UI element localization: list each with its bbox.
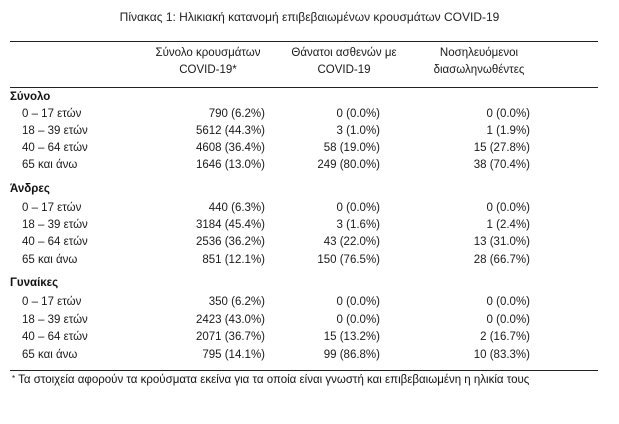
cell-cases: 851 (12.1%) xyxy=(202,254,265,266)
cell-cases: 2423 (43.0%) xyxy=(195,314,265,326)
table-row: 18 – 39 ετών 3184 (45.4%) 3 (1.6%) 1 (2.… xyxy=(0,219,619,235)
footnote: * Τα στοιχεία αφορούν τα κρούσματα εκείνα… xyxy=(12,374,529,386)
cell-intubated: 0 (0.0%) xyxy=(486,108,530,120)
cell-intubated: 1 (2.4%) xyxy=(486,219,530,231)
cell-cases: 2536 (36.2%) xyxy=(195,236,265,248)
section-heading-total: Σύνολο xyxy=(10,91,51,103)
row-label: 0 – 17 ετών xyxy=(22,202,82,214)
cell-intubated: 0 (0.0%) xyxy=(486,296,530,308)
table-title: Πίνακας 1: Ηλικιακή κατανομή επιβεβαιωμέ… xyxy=(119,10,500,24)
row-label: 40 – 64 ετών xyxy=(22,331,88,343)
cell-cases: 350 (6.2%) xyxy=(208,296,265,308)
cell-deaths: 0 (0.0%) xyxy=(336,108,380,120)
row-label: 18 – 39 ετών xyxy=(22,314,88,326)
header-intubated-line1: Νοσηλευόμενοι xyxy=(439,47,519,59)
cell-deaths: 15 (13.2%) xyxy=(323,331,380,343)
footnote-mark: * xyxy=(12,374,16,383)
row-label: 0 – 17 ετών xyxy=(22,108,82,120)
header-intubated-line2: διασωληνωθέντες xyxy=(433,64,525,76)
cell-cases: 4608 (36.4%) xyxy=(195,142,265,154)
table-row: 0 – 17 ετών 790 (6.2%) 0 (0.0%) 0 (0.0%) xyxy=(0,108,619,124)
table-row: 40 – 64 ετών 2071 (36.7%) 15 (13.2%) 2 (… xyxy=(0,331,619,347)
row-label: 40 – 64 ετών xyxy=(22,142,88,154)
row-label: 40 – 64 ετών xyxy=(22,236,88,248)
cell-deaths: 99 (86.8%) xyxy=(323,349,380,361)
cell-deaths: 3 (1.0%) xyxy=(336,125,380,137)
row-label: 65 και άνω xyxy=(22,159,78,171)
header-deaths: Θάνατοι ασθενών με COVID-19 xyxy=(282,45,406,79)
cell-cases: 795 (14.1%) xyxy=(202,349,265,361)
cell-deaths: 0 (0.0%) xyxy=(336,296,380,308)
row-label: 0 – 17 ετών xyxy=(22,296,82,308)
cell-deaths: 150 (76.5%) xyxy=(317,254,380,266)
table-row: 18 – 39 ετών 2423 (43.0%) 0 (0.0%) 0 (0.… xyxy=(0,314,619,330)
footnote-text: Τα στοιχεία αφορούν τα κρούσματα εκείνα … xyxy=(18,374,530,386)
header-deaths-line2: COVID-19 xyxy=(317,64,371,76)
header-total-cases: Σύνολο κρουσμάτων COVID-19* xyxy=(148,45,268,79)
cell-deaths: 249 (80.0%) xyxy=(317,159,380,171)
table-row: 65 και άνω 1646 (13.0%) 249 (80.0%) 38 (… xyxy=(0,159,619,175)
table-row: 40 – 64 ετών 4608 (36.4%) 58 (19.0%) 15 … xyxy=(0,142,619,158)
row-label: 18 – 39 ετών xyxy=(22,219,88,231)
cell-deaths: 3 (1.6%) xyxy=(336,219,380,231)
table-row: 0 – 17 ετών 350 (6.2%) 0 (0.0%) 0 (0.0%) xyxy=(0,296,619,312)
section-heading-men: Άνδρες xyxy=(10,183,50,195)
cell-deaths: 58 (19.0%) xyxy=(323,142,380,154)
top-rule xyxy=(10,41,598,42)
table-row: 18 – 39 ετών 5612 (44.3%) 3 (1.0%) 1 (1.… xyxy=(0,125,619,141)
cell-cases: 440 (6.3%) xyxy=(208,202,265,214)
cell-deaths: 0 (0.0%) xyxy=(336,202,380,214)
header-rule xyxy=(10,87,598,88)
cell-intubated: 2 (16.7%) xyxy=(480,331,530,343)
header-total-cases-line2: COVID-19* xyxy=(179,64,237,76)
cell-cases: 5612 (44.3%) xyxy=(195,125,265,137)
row-label: 65 και άνω xyxy=(22,349,78,361)
cell-intubated: 0 (0.0%) xyxy=(486,314,530,326)
row-label: 18 – 39 ετών xyxy=(22,125,88,137)
cell-intubated: 28 (66.7%) xyxy=(473,254,530,266)
header-total-cases-line1: Σύνολο κρουσμάτων xyxy=(155,47,261,59)
cell-deaths: 0 (0.0%) xyxy=(336,314,380,326)
header-deaths-line1: Θάνατοι ασθενών με xyxy=(291,47,397,59)
cell-intubated: 13 (31.0%) xyxy=(473,236,530,248)
table-row: 40 – 64 ετών 2536 (36.2%) 43 (22.0%) 13 … xyxy=(0,236,619,252)
cell-deaths: 43 (22.0%) xyxy=(323,236,380,248)
cell-intubated: 15 (27.8%) xyxy=(473,142,530,154)
section-heading-women: Γυναίκες xyxy=(10,277,59,289)
header-intubated: Νοσηλευόμενοι διασωληνωθέντες xyxy=(418,45,540,79)
table-row: 65 και άνω 795 (14.1%) 99 (86.8%) 10 (83… xyxy=(0,349,619,365)
cell-intubated: 1 (1.9%) xyxy=(486,125,530,137)
row-label: 65 και άνω xyxy=(22,254,78,266)
cell-intubated: 38 (70.4%) xyxy=(473,159,530,171)
table-row: 65 και άνω 851 (12.1%) 150 (76.5%) 28 (6… xyxy=(0,254,619,270)
cell-cases: 1646 (13.0%) xyxy=(195,159,265,171)
cell-cases: 790 (6.2%) xyxy=(208,108,265,120)
cell-intubated: 10 (83.3%) xyxy=(473,349,530,361)
cell-intubated: 0 (0.0%) xyxy=(486,202,530,214)
bottom-rule xyxy=(10,370,598,371)
cell-cases: 3184 (45.4%) xyxy=(195,219,265,231)
table-row: 0 – 17 ετών 440 (6.3%) 0 (0.0%) 0 (0.0%) xyxy=(0,202,619,218)
cell-cases: 2071 (36.7%) xyxy=(195,331,265,343)
